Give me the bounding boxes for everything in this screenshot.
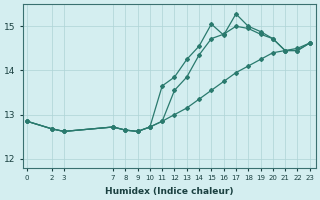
X-axis label: Humidex (Indice chaleur): Humidex (Indice chaleur) bbox=[105, 187, 234, 196]
